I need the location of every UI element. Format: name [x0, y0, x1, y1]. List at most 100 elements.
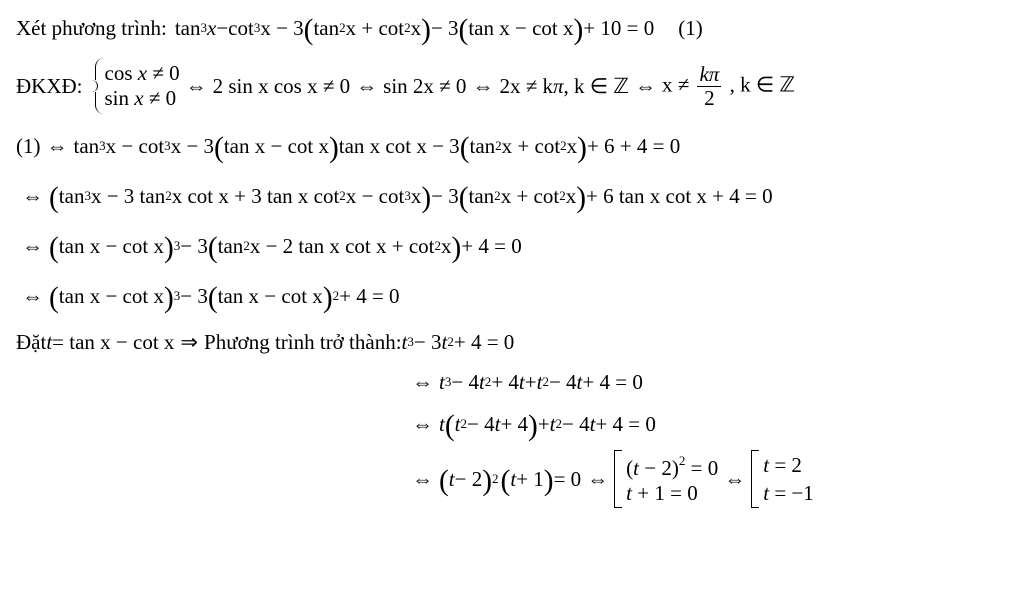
equation-number: (1): [678, 18, 703, 39]
system-brace: cos x ≠ 0 sin x ≠ 0: [89, 58, 180, 114]
term: − 3: [180, 286, 208, 307]
term: tan: [469, 136, 495, 157]
var: x: [134, 86, 143, 110]
step-line: ⇔ t ( t2 − 4 t + 4 ) + t2 − 4 t + 4 = 0: [16, 406, 1014, 442]
term: tan x cot x − 3: [339, 136, 460, 157]
term: sin: [105, 86, 135, 110]
fraction: kπ 2: [697, 64, 721, 109]
term: ≠ 0: [144, 86, 177, 110]
term: x: [411, 186, 422, 207]
solutions: t = 2 t = −1: [751, 450, 814, 508]
iff-icon: ⇔: [412, 372, 433, 393]
term: x − 2 tan x cot x + cot: [250, 236, 435, 257]
final-line: ⇔ ( t − 2 )2 ( t + 1 ) = 0 ⇔ (t − 2)2 = …: [16, 448, 1014, 510]
iff-icon: ⇔: [22, 236, 43, 257]
term: = −1: [769, 481, 814, 505]
term: , k ∈: [730, 72, 780, 96]
term: x: [441, 236, 452, 257]
term: x cot x + 3 tan x cot: [172, 186, 340, 207]
term: +: [525, 372, 537, 393]
term: = 0: [554, 469, 582, 490]
step-line: (1) ⇔ tan3 x − cot3 x − 3 ( tan x − cot …: [16, 126, 1014, 166]
term: + 4: [500, 414, 528, 435]
sol-2: t = −1: [763, 483, 814, 504]
left-bracket-icon: [614, 450, 622, 508]
term: tan: [313, 18, 339, 39]
solution-cases: t = 2 t = −1: [763, 451, 814, 507]
term: tan: [59, 186, 85, 207]
step-line: ⇔ ( tan3 x − 3 tan2 x cot x + 3 tan x co…: [16, 176, 1014, 216]
term: x − cot: [106, 136, 165, 157]
term: + 4 = 0: [454, 332, 514, 353]
term: 2x ≠ k: [499, 74, 553, 98]
term: − 4: [549, 372, 577, 393]
term: ≠ 0: [147, 61, 180, 85]
left-brace-icon: [89, 58, 103, 114]
sol-1: t = 2: [763, 455, 814, 476]
term: tan x − cot x: [59, 286, 164, 307]
var: x: [138, 61, 147, 85]
cases: cos x ≠ 0 sin x ≠ 0: [105, 58, 180, 114]
term: x + cot: [501, 186, 560, 207]
iff-icon: ⇔: [724, 469, 745, 490]
set-z: ℤ: [613, 74, 629, 98]
step-line: ⇔ t3 − 4 t2 + 4 t + t2 − 4 t + 4 = 0: [16, 364, 1014, 400]
term: tan x − cot x: [218, 286, 323, 307]
term: − 4: [467, 414, 495, 435]
alt-1: (t − 2)2 = 0: [626, 454, 718, 479]
label: ĐKXĐ:: [16, 76, 83, 97]
term: x + cot: [346, 18, 405, 39]
term: tan: [469, 186, 495, 207]
alt-2: t + 1 = 0: [626, 483, 718, 504]
step-line: ⇔ ( tan x − cot x )3 − 3 ( tan2 x − 2 ta…: [16, 226, 1014, 266]
equation-1: Xét phương trình: tan3x − cot3 x − 3 ( t…: [16, 8, 1014, 48]
term: x − cot: [346, 186, 405, 207]
step-line: ⇔ ( tan x − cot x )3 − 3 ( tan x − cot x…: [16, 276, 1014, 316]
term: − 2): [639, 455, 679, 479]
iff-icon: ⇔: [587, 469, 608, 490]
exp: 2: [492, 472, 499, 485]
term: cot: [228, 18, 254, 39]
term: + 4 = 0: [582, 372, 642, 393]
numerator: kπ: [699, 62, 719, 86]
term: + 1: [516, 469, 544, 490]
denominator: 2: [702, 87, 717, 109]
iff-icon: ⇔: [635, 76, 656, 97]
term: cos: [105, 61, 138, 85]
term: x − 3: [171, 136, 214, 157]
term: Phương trình trở thành:: [204, 332, 402, 353]
term: + 6 + 4 = 0: [587, 136, 680, 157]
term: − 3: [431, 186, 459, 207]
substitution-line: Đặt t = tan x − cot x ⇒ Phương trình trở…: [16, 326, 1014, 358]
step: sin 2x ≠ 0: [383, 76, 466, 97]
lead-text: Xét phương trình:: [16, 18, 167, 39]
implies-icon: ⇒: [180, 332, 198, 353]
iff-icon: ⇔: [472, 76, 493, 97]
term: x + cot: [502, 136, 561, 157]
term: + 4: [491, 372, 519, 393]
term: + 4 = 0: [461, 236, 521, 257]
term: x: [411, 18, 422, 39]
case-2: sin x ≠ 0: [105, 86, 180, 111]
iff-icon: ⇔: [356, 76, 377, 97]
alternatives: (t − 2)2 = 0 t + 1 = 0: [614, 450, 718, 508]
term: − 4: [451, 372, 479, 393]
iff-icon: ⇔: [47, 136, 68, 157]
step: 2x ≠ kπ, k ∈ ℤ: [499, 76, 629, 97]
case-1: cos x ≠ 0: [105, 61, 180, 86]
term: tan: [74, 136, 100, 157]
term: −: [216, 18, 228, 39]
term: x: [567, 136, 578, 157]
term: + 6 tan x cot x + 4 = 0: [586, 186, 773, 207]
term: = 2: [769, 453, 802, 477]
term: tan x − cot x: [59, 236, 164, 257]
iff-icon: ⇔: [412, 414, 433, 435]
var: x: [207, 18, 216, 39]
domain-conditions: ĐKXĐ: cos x ≠ 0 sin x ≠ 0 ⇔ 2 sin x cos …: [16, 54, 1014, 118]
step: x ≠ kπ 2 , k ∈ ℤ: [662, 64, 795, 109]
term: − 4: [562, 414, 590, 435]
term: , k ∈: [564, 74, 614, 98]
step: 2 sin x cos x ≠ 0: [213, 76, 351, 97]
term: π: [553, 74, 564, 98]
term: x − 3 tan: [91, 186, 165, 207]
